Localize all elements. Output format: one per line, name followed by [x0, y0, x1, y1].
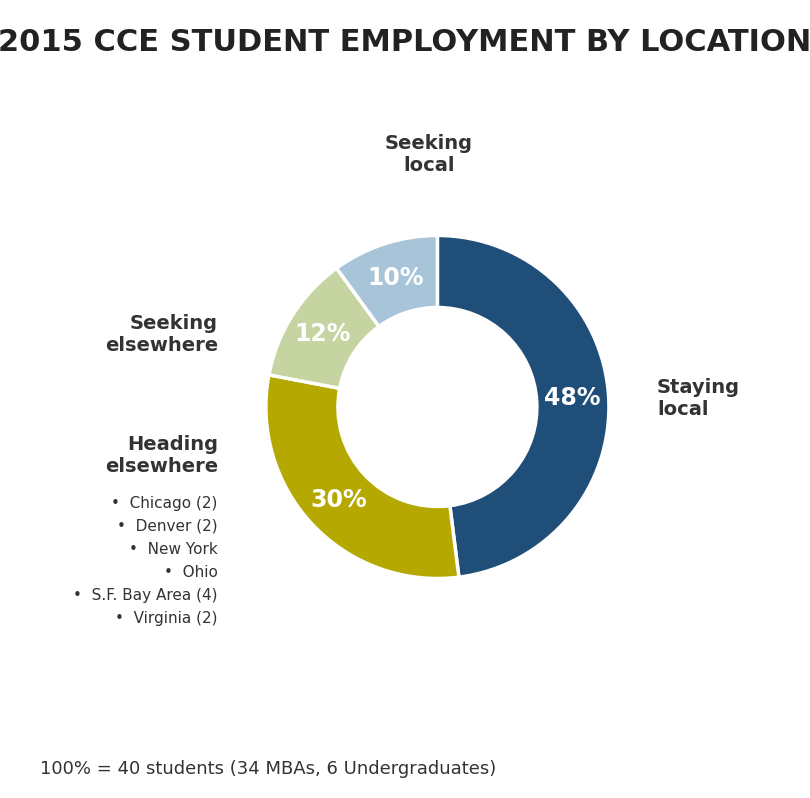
- Text: Heading
elsewhere: Heading elsewhere: [104, 434, 218, 476]
- Text: 2015 CCE STUDENT EMPLOYMENT BY LOCATION: 2015 CCE STUDENT EMPLOYMENT BY LOCATION: [0, 28, 810, 57]
- Wedge shape: [337, 235, 437, 326]
- Text: Seeking
elsewhere: Seeking elsewhere: [104, 314, 218, 355]
- Text: 48%: 48%: [544, 386, 601, 410]
- Text: 100% = 40 students (34 MBAs, 6 Undergraduates): 100% = 40 students (34 MBAs, 6 Undergrad…: [40, 760, 497, 778]
- Text: Staying
local: Staying local: [657, 378, 740, 419]
- Wedge shape: [269, 268, 379, 389]
- Text: 30%: 30%: [310, 488, 367, 512]
- Wedge shape: [266, 375, 459, 579]
- Text: 12%: 12%: [295, 322, 352, 346]
- Text: 10%: 10%: [367, 266, 424, 290]
- Text: •  Ohio: • Ohio: [164, 565, 218, 580]
- Text: •  New York: • New York: [129, 542, 218, 557]
- Text: •  Denver (2): • Denver (2): [117, 519, 218, 534]
- Text: •  S.F. Bay Area (4): • S.F. Bay Area (4): [74, 588, 218, 603]
- Wedge shape: [437, 235, 609, 577]
- Text: •  Virginia (2): • Virginia (2): [115, 611, 218, 626]
- Text: •  Chicago (2): • Chicago (2): [112, 496, 218, 511]
- Text: Seeking
local: Seeking local: [385, 134, 473, 176]
